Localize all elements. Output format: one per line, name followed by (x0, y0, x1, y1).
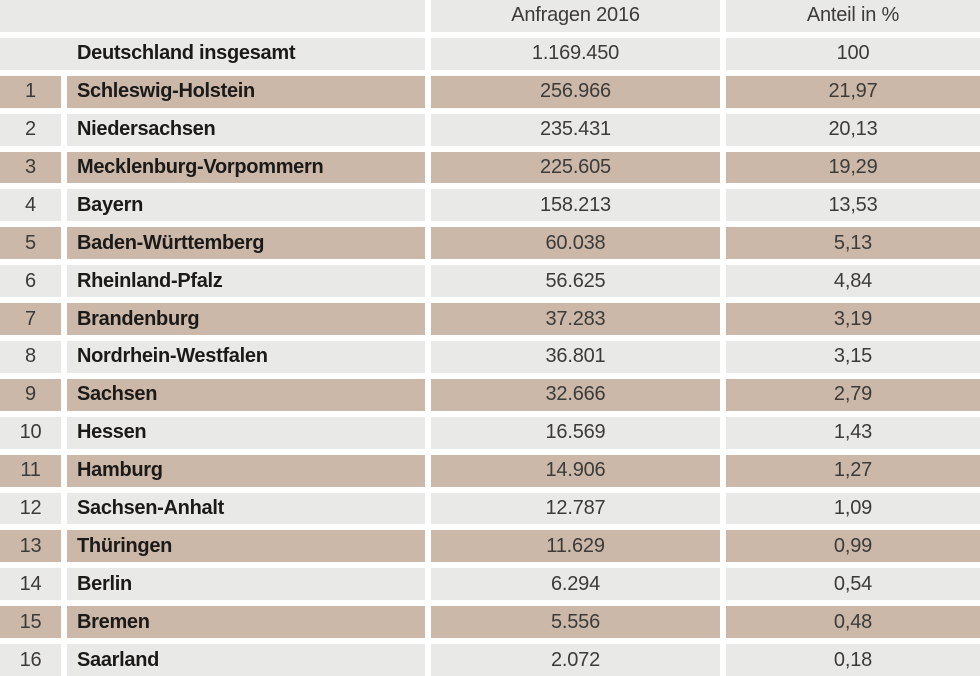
state-cell: Schleswig-Holstein (67, 75, 425, 108)
table-row: 10 Hessen 16.569 1,43 (0, 416, 980, 449)
requests-column-header: Anfragen 2016 (431, 0, 720, 32)
rank-cell: 2 (0, 113, 61, 146)
table-row: 13 Thüringen 11.629 0,99 (0, 530, 980, 563)
table-row: 6 Rheinland-Pfalz 56.625 4,84 (0, 265, 980, 298)
requests-cell: 235.431 (431, 113, 720, 146)
state-cell: Nordrhein-Westfalen (67, 341, 425, 373)
share-cell: 0,54 (726, 568, 980, 601)
state-cell: Sachsen (67, 378, 425, 411)
table-row: 2 Niedersachsen 235.431 20,13 (0, 113, 980, 146)
requests-cell: 158.213 (431, 189, 720, 222)
share-cell: 0,99 (726, 530, 980, 563)
rank-cell: 16 (0, 644, 61, 676)
table-row: 15 Bremen 5.556 0,48 (0, 606, 980, 639)
rank-cell: 1 (0, 75, 61, 108)
total-row: Deutschland insgesamt 1.169.450 100 (0, 37, 980, 70)
total-share-value: 100 (726, 37, 980, 70)
state-cell: Berlin (67, 568, 425, 601)
state-cell: Baden-Württemberg (67, 227, 425, 260)
share-cell: 13,53 (726, 189, 980, 222)
share-cell: 1,27 (726, 454, 980, 487)
requests-cell: 6.294 (431, 568, 720, 601)
state-cell: Brandenburg (67, 303, 425, 336)
share-cell: 3,19 (726, 303, 980, 336)
rank-cell: 6 (0, 265, 61, 298)
requests-cell: 36.801 (431, 341, 720, 373)
state-cell: Mecklenburg-Vorpommern (67, 151, 425, 184)
rank-cell: 12 (0, 492, 61, 525)
rank-cell: 4 (0, 189, 61, 222)
requests-cell: 5.556 (431, 606, 720, 639)
corner-cell (0, 0, 425, 32)
table-row: 7 Brandenburg 37.283 3,19 (0, 303, 980, 336)
table-row: 11 Hamburg 14.906 1,27 (0, 454, 980, 487)
rank-cell: 11 (0, 454, 61, 487)
share-cell: 1,43 (726, 416, 980, 449)
requests-cell: 56.625 (431, 265, 720, 298)
requests-cell: 60.038 (431, 227, 720, 260)
requests-cell: 37.283 (431, 303, 720, 336)
requests-cell: 2.072 (431, 644, 720, 676)
state-cell: Thüringen (67, 530, 425, 563)
requests-cell: 11.629 (431, 530, 720, 563)
rank-cell: 15 (0, 606, 61, 639)
state-cell: Bremen (67, 606, 425, 639)
requests-cell: 14.906 (431, 454, 720, 487)
requests-cell: 256.966 (431, 75, 720, 108)
requests-cell: 16.569 (431, 416, 720, 449)
share-column-header: Anteil in % (726, 0, 980, 32)
table-row: 12 Sachsen-Anhalt 12.787 1,09 (0, 492, 980, 525)
share-cell: 0,18 (726, 644, 980, 676)
share-cell: 19,29 (726, 151, 980, 184)
total-label: Deutschland insgesamt (0, 37, 425, 70)
table-row: 1 Schleswig-Holstein 256.966 21,97 (0, 75, 980, 108)
requests-cell: 32.666 (431, 378, 720, 411)
rank-cell: 3 (0, 151, 61, 184)
rank-cell: 14 (0, 568, 61, 601)
table-row: 16 Saarland 2.072 0,18 (0, 644, 980, 676)
share-cell: 0,48 (726, 606, 980, 639)
table-body: Deutschland insgesamt 1.169.450 100 1 Sc… (0, 37, 980, 676)
state-cell: Saarland (67, 644, 425, 676)
state-cell: Hessen (67, 416, 425, 449)
rank-cell: 10 (0, 416, 61, 449)
share-cell: 5,13 (726, 227, 980, 260)
state-cell: Bayern (67, 189, 425, 222)
table-row: 8 Nordrhein-Westfalen 36.801 3,15 (0, 341, 980, 373)
table-row: 9 Sachsen 32.666 2,79 (0, 378, 980, 411)
share-cell: 21,97 (726, 75, 980, 108)
state-cell: Rheinland-Pfalz (67, 265, 425, 298)
rank-cell: 8 (0, 341, 61, 373)
state-cell: Niedersachsen (67, 113, 425, 146)
table-row: 4 Bayern 158.213 13,53 (0, 189, 980, 222)
share-cell: 20,13 (726, 113, 980, 146)
share-cell: 1,09 (726, 492, 980, 525)
share-cell: 2,79 (726, 378, 980, 411)
rank-cell: 13 (0, 530, 61, 563)
rank-cell: 5 (0, 227, 61, 260)
table-row: 5 Baden-Württemberg 60.038 5,13 (0, 227, 980, 260)
table-row: 3 Mecklenburg-Vorpommern 225.605 19,29 (0, 151, 980, 184)
share-cell: 4,84 (726, 265, 980, 298)
rank-cell: 9 (0, 378, 61, 411)
requests-cell: 12.787 (431, 492, 720, 525)
requests-cell: 225.605 (431, 151, 720, 184)
header-row: Anfragen 2016 Anteil in % (0, 0, 980, 32)
state-cell: Hamburg (67, 454, 425, 487)
share-cell: 3,15 (726, 341, 980, 373)
state-cell: Sachsen-Anhalt (67, 492, 425, 525)
rank-cell: 7 (0, 303, 61, 336)
table-row: 14 Berlin 6.294 0,54 (0, 568, 980, 601)
total-requests-value: 1.169.450 (431, 37, 720, 70)
